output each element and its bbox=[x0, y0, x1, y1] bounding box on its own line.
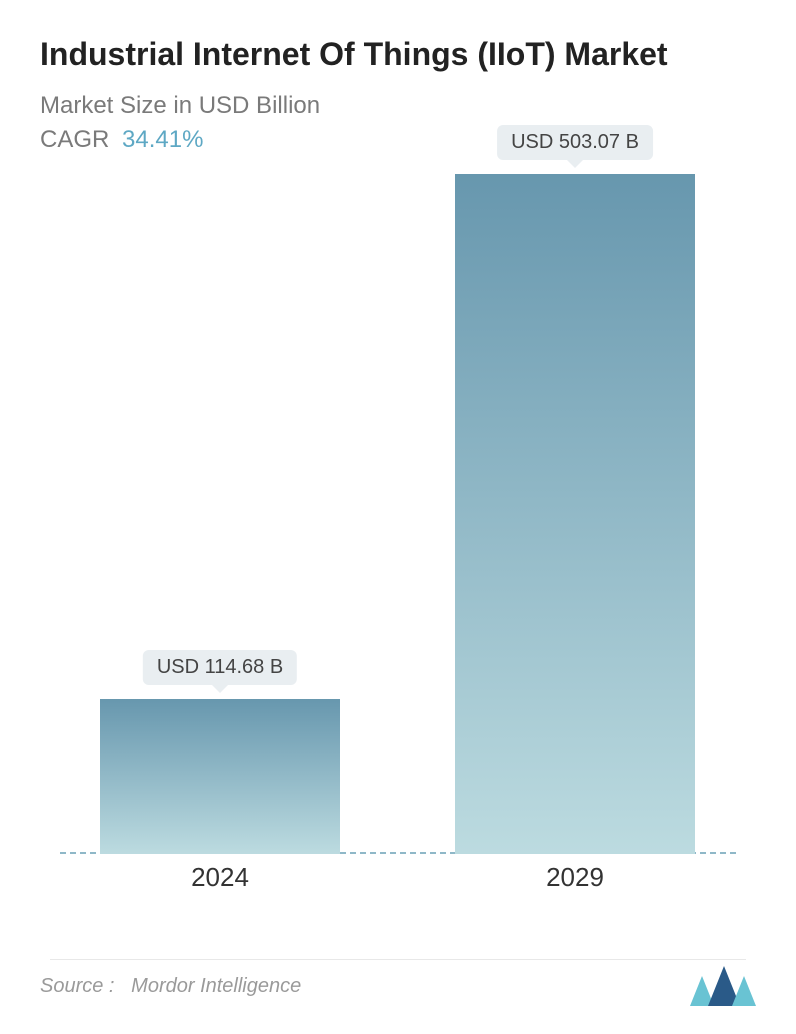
x-axis-category: 2029 bbox=[455, 862, 695, 893]
x-axis-labels: 2024 2029 bbox=[60, 862, 736, 912]
bar bbox=[100, 699, 340, 854]
x-axis-category: 2024 bbox=[100, 862, 340, 893]
chart-container: Industrial Internet Of Things (IIoT) Mar… bbox=[0, 0, 796, 1034]
badge-pointer-icon bbox=[567, 160, 583, 168]
chart-title: Industrial Internet Of Things (IIoT) Mar… bbox=[40, 34, 756, 74]
plot-region: USD 114.68 B USD 503.07 B bbox=[60, 174, 736, 854]
cagr-label: CAGR bbox=[40, 126, 109, 153]
chart-subtitle: Market Size in USD Billion bbox=[40, 92, 756, 120]
source-name: Mordor Intelligence bbox=[131, 975, 301, 997]
bar-slot: USD 503.07 B bbox=[455, 174, 695, 854]
cagr-value: 34.41% bbox=[122, 126, 203, 153]
source-attribution: Source : Mordor Intelligence bbox=[40, 975, 301, 998]
chart-footer: Source : Mordor Intelligence bbox=[40, 966, 756, 1006]
footer-divider bbox=[50, 959, 746, 960]
bar-value-badge: USD 503.07 B bbox=[497, 125, 653, 160]
chart-area: USD 114.68 B USD 503.07 B 2024 2029 bbox=[40, 174, 756, 1034]
bar-value-badge: USD 114.68 B bbox=[143, 650, 297, 685]
bar bbox=[455, 174, 695, 854]
bar-slot: USD 114.68 B bbox=[100, 699, 340, 854]
badge-pointer-icon bbox=[212, 685, 228, 693]
brand-logo-icon bbox=[690, 966, 756, 1006]
source-label: Source : bbox=[40, 975, 114, 997]
